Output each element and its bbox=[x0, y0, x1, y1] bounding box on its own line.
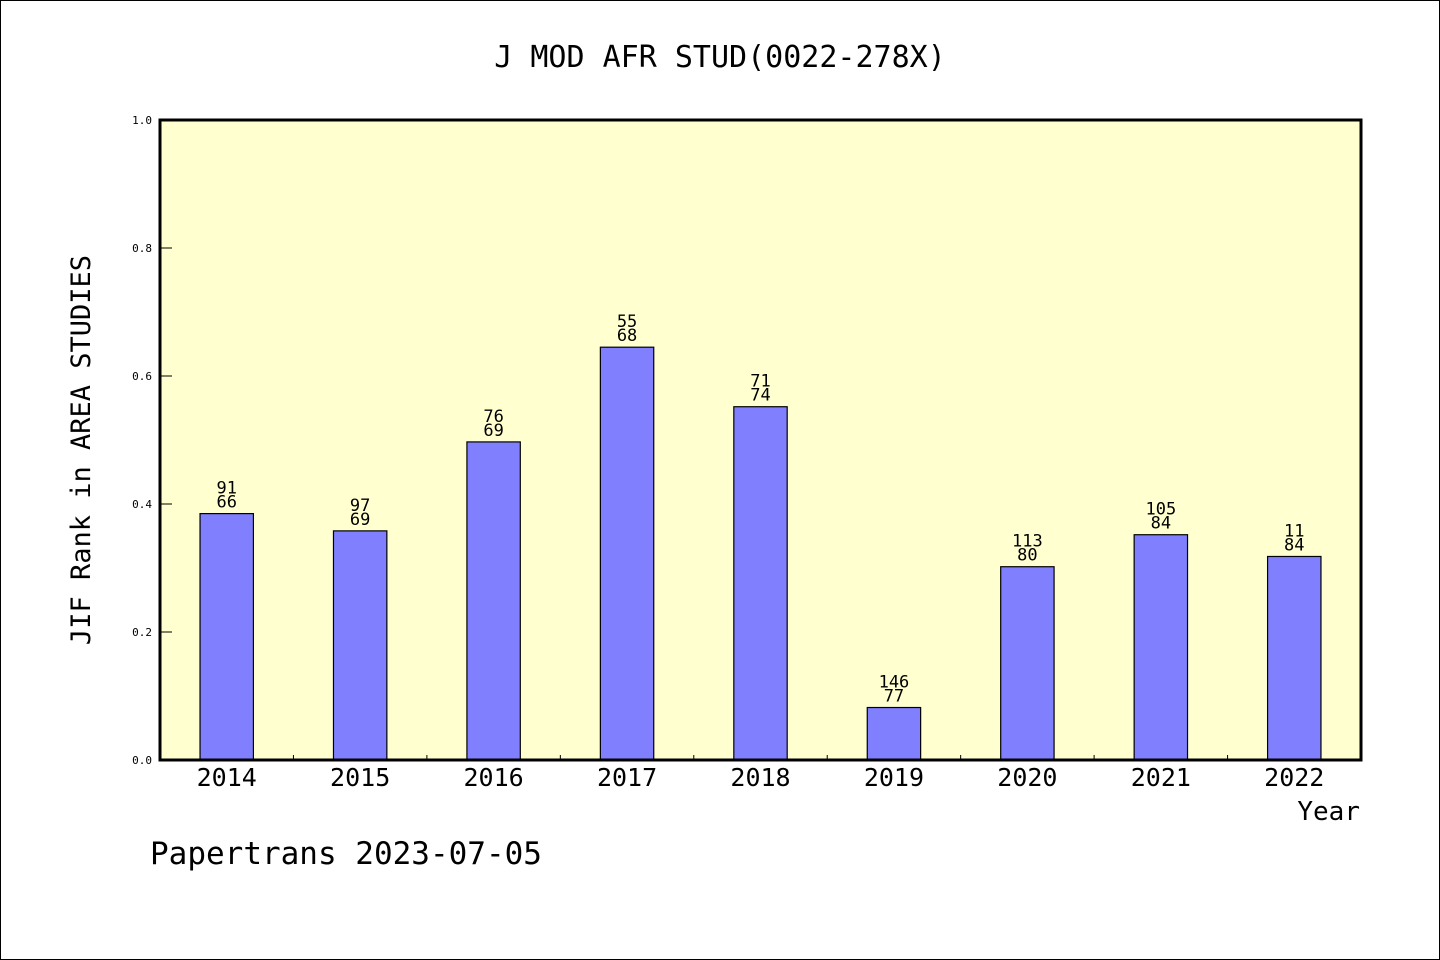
bar-2017 bbox=[599, 346, 655, 761]
bar-label-top-2016: 76 bbox=[483, 407, 503, 427]
y-axis-label: JIF Rank in AREA STUDIES bbox=[66, 255, 97, 645]
x-tick-label-2015: 2015 bbox=[330, 763, 390, 792]
bar-2018 bbox=[733, 406, 788, 761]
bar-label-top-2015: 97 bbox=[350, 496, 370, 516]
chart-title: J MOD AFR STUD(0022-278X) bbox=[494, 40, 946, 75]
bar-label-top-2020: 113 bbox=[1012, 532, 1043, 552]
x-tick-label-2019: 2019 bbox=[864, 763, 924, 792]
y-tick-label: 0.6 bbox=[132, 370, 152, 383]
bar-2021 bbox=[1133, 534, 1189, 761]
bar-label-bottom-2018: 74 bbox=[750, 386, 770, 406]
x-ticks-layer: 2014 2015 2016 2017 2018 2019 2020 2021 2022 bbox=[197, 755, 1324, 792]
bar-label-bottom-2016: 69 bbox=[483, 421, 503, 441]
bar-label-top-2018: 71 bbox=[750, 372, 770, 392]
x-axis-label: Year bbox=[1297, 797, 1360, 827]
x-tick-label-2022: 2022 bbox=[1264, 763, 1324, 792]
y-tick-label: 0.2 bbox=[132, 626, 152, 639]
x-tick-label-2014: 2014 bbox=[197, 763, 257, 792]
bar-label-bottom-2020: 80 bbox=[1017, 546, 1037, 566]
bar-label-bottom-2022: 84 bbox=[1284, 535, 1304, 555]
bar-label-bottom-2017: 68 bbox=[617, 326, 637, 346]
bar-label-bottom-2015: 69 bbox=[350, 510, 370, 530]
bar-label-bottom-2019: 77 bbox=[884, 687, 904, 707]
footer-text: Papertrans 2023-07-05 bbox=[150, 836, 542, 872]
bar-2020 bbox=[1000, 566, 1055, 761]
y-tick-label: 1.0 bbox=[132, 114, 152, 127]
bar-2014 bbox=[199, 512, 255, 761]
bar-label-top-2019: 146 bbox=[879, 673, 910, 693]
bar-label-top-2021: 105 bbox=[1145, 500, 1176, 520]
bar-2016 bbox=[466, 441, 521, 761]
bar-label-top-2017: 55 bbox=[617, 312, 637, 332]
x-tick-label-2021: 2021 bbox=[1131, 763, 1191, 792]
y-tick-label: 0.0 bbox=[132, 754, 152, 767]
bar-2019 bbox=[866, 706, 922, 761]
plot-border bbox=[158, 118, 1363, 762]
bar-2022 bbox=[1266, 555, 1322, 761]
bar-label-top-2022: 11 bbox=[1284, 521, 1304, 541]
x-tick-label-2016: 2016 bbox=[464, 763, 524, 792]
y-tick-label: 0.4 bbox=[132, 498, 152, 511]
x-tick-label-2020: 2020 bbox=[997, 763, 1057, 792]
bar-label-top-2014: 91 bbox=[216, 479, 236, 499]
x-tick-label-2017: 2017 bbox=[597, 763, 657, 792]
bar-label-bottom-2014: 66 bbox=[216, 493, 236, 513]
bar-2015 bbox=[332, 530, 388, 761]
y-ticks-layer: 0.0 0.2 0.4 0.6 0.8 1.0 bbox=[132, 114, 172, 767]
bar-label-bottom-2021: 84 bbox=[1151, 514, 1171, 534]
bars-layer bbox=[199, 346, 1322, 761]
y-tick-label: 0.8 bbox=[132, 242, 152, 255]
x-tick-label-2018: 2018 bbox=[730, 763, 790, 792]
